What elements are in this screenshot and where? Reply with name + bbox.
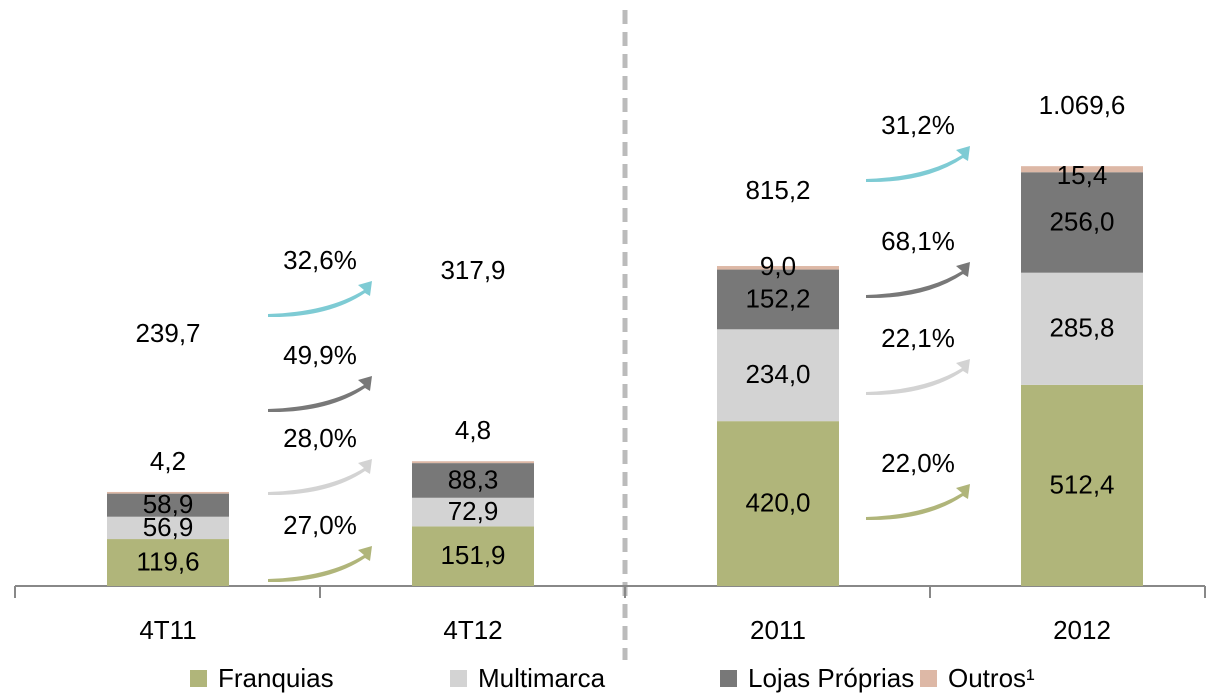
- value-label: 151,9: [440, 540, 505, 570]
- value-label: 88,3: [448, 464, 499, 494]
- bar-segment: [107, 516, 229, 540]
- growth-label: 49,9%: [283, 340, 357, 370]
- total-label: 1.069,6: [1039, 90, 1126, 120]
- bar-segment: [412, 526, 534, 586]
- growth-label: 31,2%: [881, 110, 955, 140]
- bar-segment: [107, 539, 229, 586]
- value-label: 4,8: [455, 415, 491, 445]
- value-label: 285,8: [1049, 313, 1114, 343]
- growth-arrow: [268, 281, 372, 318]
- growth-label: 22,0%: [881, 448, 955, 478]
- value-label: 512,4: [1049, 469, 1114, 499]
- growth-label: 32,6%: [283, 245, 357, 275]
- bar-segment: [107, 491, 229, 494]
- legend-label: Multimarca: [478, 663, 606, 693]
- bar-segment: [1021, 166, 1143, 173]
- legend-swatch: [450, 670, 467, 687]
- bar-segment: [717, 421, 839, 586]
- value-label: 256,0: [1049, 206, 1114, 236]
- total-label: 815,2: [745, 175, 810, 205]
- x-tick-label: 4T11: [139, 615, 196, 645]
- value-label: 58,9: [143, 489, 194, 519]
- value-label: 15,4: [1057, 160, 1108, 190]
- x-tick-label: 2011: [750, 615, 806, 645]
- growth-label: 22,1%: [881, 323, 955, 353]
- value-label: 420,0: [745, 487, 810, 517]
- value-label: 234,0: [745, 359, 810, 389]
- legend-label: Franquias: [218, 663, 334, 693]
- value-label: 56,9: [143, 512, 194, 542]
- growth-arrow: [866, 146, 970, 183]
- bar-segment: [1021, 384, 1143, 586]
- growth-arrow: [268, 376, 372, 413]
- value-label: 119,6: [136, 546, 199, 576]
- value-label: 4,2: [150, 446, 186, 476]
- bar-segment: [412, 497, 534, 527]
- growth-label: 28,0%: [283, 423, 357, 453]
- growth-label: 27,0%: [283, 510, 357, 540]
- legend-label: Outros¹: [948, 663, 1035, 693]
- legend-swatch: [720, 670, 737, 687]
- total-label: 239,7: [135, 318, 200, 348]
- legend-label: Lojas Próprias: [748, 663, 914, 693]
- total-label: 317,9: [440, 255, 505, 285]
- bar-segment: [1021, 272, 1143, 385]
- legend-swatch: [190, 670, 207, 687]
- growth-arrow: [866, 484, 970, 521]
- bar-segment: [107, 493, 229, 517]
- growth-arrow: [268, 546, 372, 583]
- bar-segment: [412, 463, 534, 498]
- value-label: 72,9: [448, 496, 499, 526]
- bar-segment: [717, 329, 839, 422]
- x-tick-label: 2012: [1053, 615, 1111, 645]
- growth-label: 68,1%: [881, 226, 955, 256]
- bar-segment: [1021, 172, 1143, 273]
- value-label: 9,0: [760, 251, 796, 281]
- bar-segment: [717, 266, 839, 270]
- growth-arrow: [866, 359, 970, 396]
- growth-arrow: [866, 262, 970, 299]
- bar-segment: [717, 269, 839, 330]
- growth-arrow: [268, 459, 372, 496]
- bar-segment: [412, 461, 534, 464]
- value-label: 152,2: [745, 283, 810, 313]
- x-tick-label: 4T12: [443, 615, 502, 645]
- legend-swatch: [920, 670, 937, 687]
